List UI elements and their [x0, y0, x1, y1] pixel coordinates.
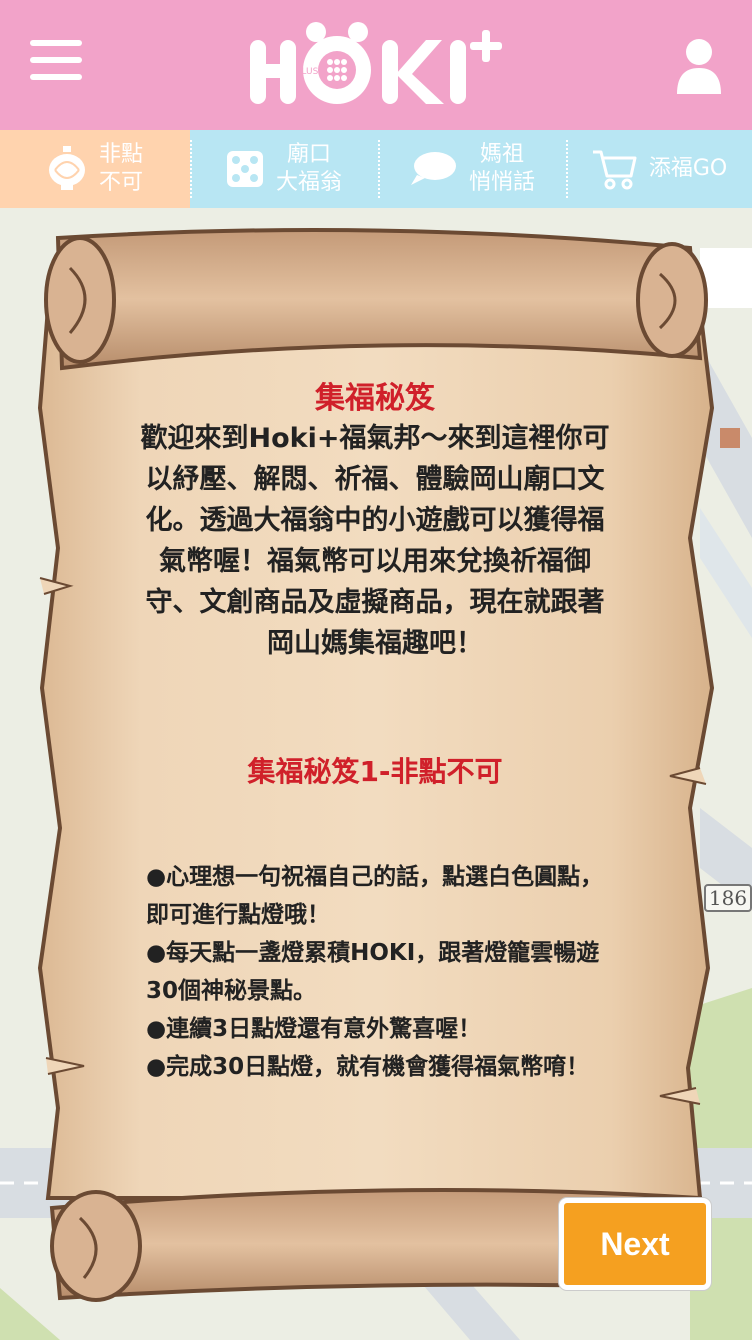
next-button[interactable]: Next: [559, 1198, 711, 1290]
tab-mazu-line1: 媽祖: [479, 142, 524, 167]
scroll-title: 集福秘笈: [315, 381, 435, 416]
route-186-sign: 186: [704, 884, 752, 912]
category-tabbar: 非點 不可 廟口 大福翁: [0, 130, 752, 208]
scroll-intro-block: 集福秘笈 歡迎來到Hoki+福氣邦～來到這裡你可以紓壓、解悶、祈福、體驗岡山廟口…: [140, 380, 610, 664]
hamburger-menu-icon[interactable]: [30, 40, 82, 90]
tab-shop-go[interactable]: 添福GO: [566, 130, 752, 208]
section-title: 集福秘笈1-非點不可: [247, 755, 503, 788]
instruction-list: ●心理想一句祝福自己的話，點選白色圓點，即可進行點燈哦！ ●每天點一盞燈累積HO…: [146, 858, 616, 1086]
tab-dafuweng-line2: 大福翁: [275, 170, 342, 195]
parchment-scroll: [37, 228, 715, 1302]
scroll-intro-text: 歡迎來到Hoki+福氣邦～來到這裡你可以紓壓、解悶、祈福、體驗岡山廟口文化。透過…: [140, 423, 610, 659]
user-profile-icon[interactable]: [674, 36, 724, 96]
lantern-icon: [47, 146, 87, 192]
speech-bubble-icon: [409, 151, 457, 187]
hoki-plus-logo[interactable]: PLUS: [236, 18, 526, 118]
tab-mazu-whisper[interactable]: 媽祖 悄悄話: [378, 130, 566, 208]
top-header: PLUS: [0, 0, 752, 130]
instruction-item: ●每天點一盞燈累積HOKI，跟著燈籠雲暢遊30個神秘景點。: [146, 940, 600, 1004]
tab-dafuweng[interactable]: 廟口 大福翁: [190, 130, 378, 208]
tab-lighting-line1: 非點: [98, 142, 143, 167]
instruction-item: ●完成30日點燈，就有機會獲得福氣幣唷！: [146, 1054, 590, 1080]
logo-small-text: PLUS: [296, 67, 319, 77]
instruction-item: ●心理想一句祝福自己的話，點選白色圓點，即可進行點燈哦！: [146, 864, 604, 928]
tab-shop-label: 添福GO: [648, 156, 728, 181]
tab-lighting[interactable]: 非點 不可: [0, 130, 190, 208]
tab-mazu-line2: 悄悄話: [468, 170, 535, 195]
tab-dafuweng-line1: 廟口: [286, 142, 331, 167]
tab-lighting-line2: 不可: [98, 170, 143, 195]
cart-icon: [591, 148, 637, 190]
dice-icon: [226, 150, 264, 188]
instruction-item: ●連續3日點燈還有意外驚喜喔！: [146, 1016, 482, 1042]
